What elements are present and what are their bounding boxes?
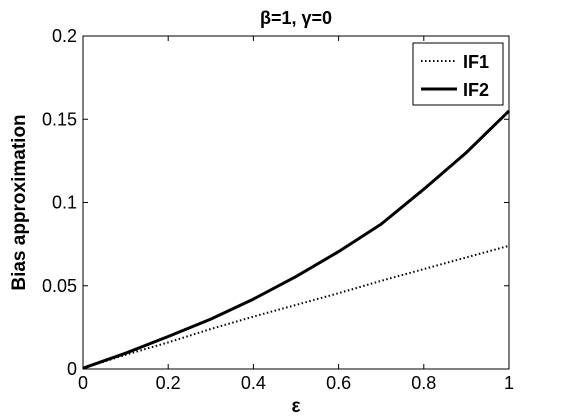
legend-box	[412, 42, 504, 106]
y-tick-label: 0.1	[52, 193, 77, 213]
x-axis-label: ε	[291, 396, 300, 417]
x-tick-label: 0	[78, 373, 88, 393]
x-tick-label: 0.2	[156, 373, 181, 393]
x-tick-label: 0.6	[326, 373, 351, 393]
y-axis-label: Bias approximation	[9, 114, 30, 290]
y-axis: 0 0.05 0.1 0.15 0.2	[42, 26, 509, 379]
legend-label-if1: IF1	[463, 52, 489, 72]
y-tick-label: 0.2	[52, 26, 77, 46]
series-line-if2	[82, 109, 511, 370]
legend-label-if2: IF2	[463, 80, 489, 100]
y-tick-label: 0.15	[42, 109, 77, 129]
x-axis: 0 0.2 0.4 0.6 0.8 1	[78, 36, 514, 393]
y-tick-label: 0	[67, 359, 77, 379]
x-tick-label: 1	[504, 373, 514, 393]
chart-title: β=1, γ=0	[260, 8, 332, 28]
y-tick-label: 0.05	[42, 276, 77, 296]
series-layer	[82, 109, 511, 370]
x-tick-label: 0.4	[241, 373, 266, 393]
x-tick-label: 0.8	[411, 373, 436, 393]
